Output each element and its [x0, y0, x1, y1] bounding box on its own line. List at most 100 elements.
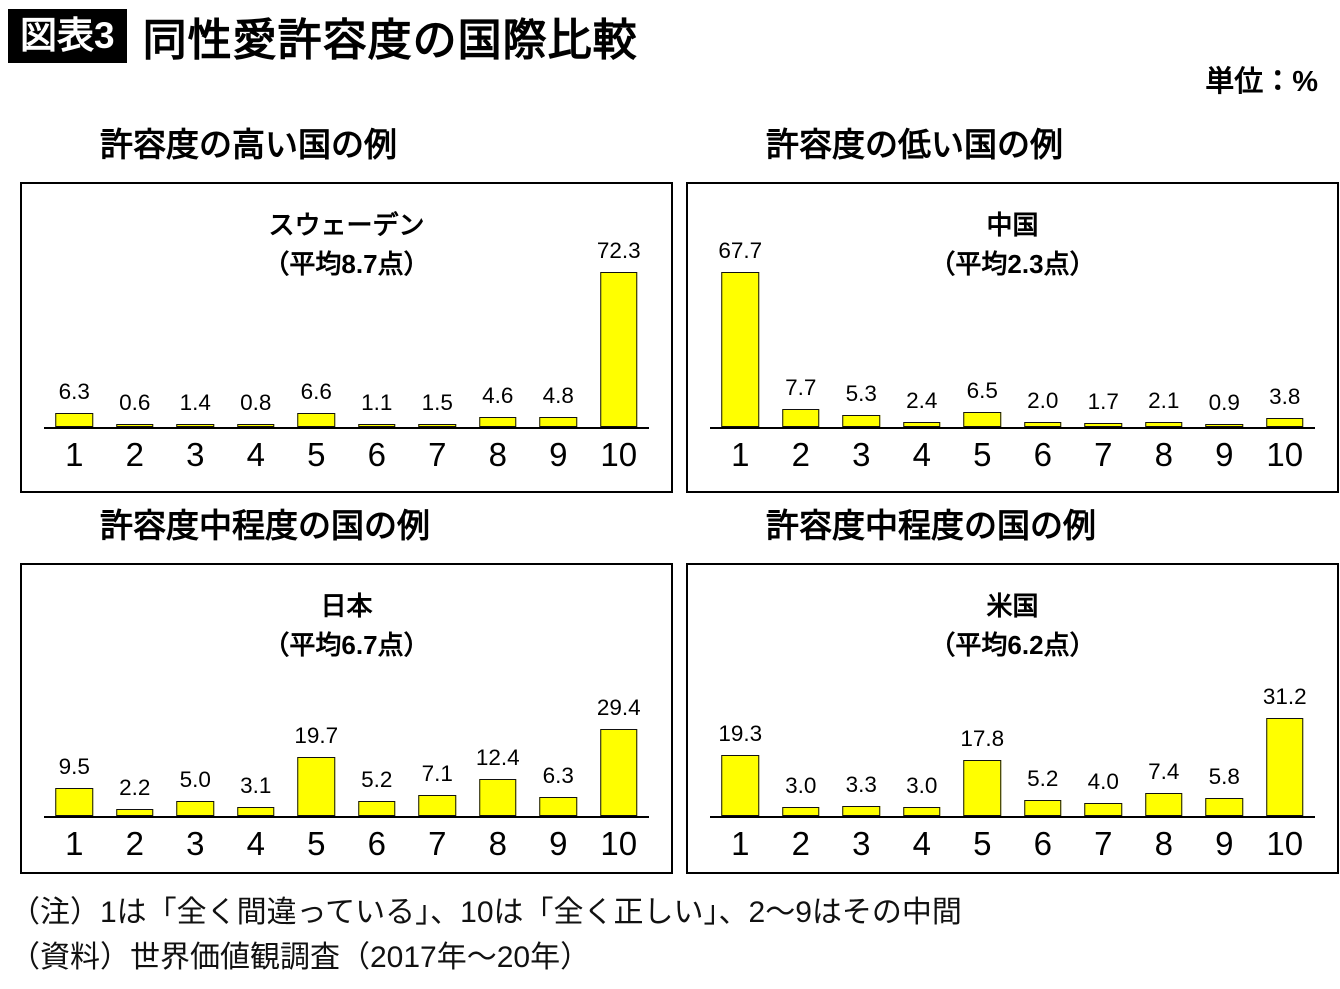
bar	[116, 809, 154, 816]
bar-slot: 17.8 5	[952, 714, 1013, 862]
bar	[358, 424, 396, 427]
x-tick-label: 1	[731, 825, 750, 862]
x-tick-label: 8	[1154, 436, 1173, 473]
bar-slot: 7.7 2	[771, 257, 832, 473]
bar-slot: 5.0 3	[165, 714, 226, 862]
bar-slot: 5.2 6	[1013, 714, 1074, 862]
bar-value-label: 19.7	[294, 723, 339, 749]
bar-value-label: 9.5	[58, 753, 90, 779]
bar-slot: 12.4 8	[468, 714, 529, 862]
bar	[600, 728, 638, 816]
bar-value-label: 1.5	[421, 389, 453, 415]
page-title: 同性愛許容度の国際比較	[142, 16, 638, 65]
chart-panel-usa: 米国 （平均6.2点） 19.3 1 3.0 2 3.3 3 3.0 4 17.8 5 5.2 6 4.…	[686, 563, 1339, 874]
x-tick-label: 8	[1154, 825, 1173, 862]
bar-plot-china: 67.7 1 7.7 2 5.3 3 2.4 4 6.5 5 2.0 6 1.7 7 2.1 8 0.9 9 3.8…	[710, 238, 1316, 473]
bar	[842, 414, 880, 427]
bar-value-label: 17.8	[960, 725, 1005, 751]
bar-value-label: 2.0	[1027, 388, 1059, 414]
x-tick-label: 6	[1033, 825, 1052, 862]
bar-slot: 5.2 6	[347, 714, 408, 862]
bar-value-label: 12.4	[475, 745, 520, 771]
chart-cell-sweden: 許容度の高い国の例 スウェーデン （平均8.7点） 6.3 1 0.6 2 1.4 3 0.…	[20, 124, 673, 493]
country-average: （平均8.7点）	[263, 249, 430, 279]
x-tick-label: 2	[125, 825, 144, 862]
bar	[176, 801, 214, 816]
bar-slot: 2.1 8	[1134, 257, 1195, 473]
bar	[1145, 422, 1183, 427]
x-tick-label: 1	[65, 825, 84, 862]
bar-slot: 4.0 7	[1073, 714, 1134, 862]
bar-slot: 5.8 9	[1194, 714, 1255, 862]
bar-value-label: 1.4	[179, 390, 211, 415]
bar-value-label: 6.6	[300, 378, 332, 404]
x-tick-label: 5	[973, 436, 992, 473]
bar-value-label: 31.2	[1262, 683, 1307, 709]
bar	[903, 421, 941, 427]
bar-value-label: 4.6	[482, 383, 514, 409]
bar-slot: 4.6 8	[468, 257, 529, 473]
bar	[1205, 797, 1243, 816]
x-tick-label: 4	[246, 436, 265, 473]
chart-title-usa: 米国 （平均6.2点）	[688, 587, 1337, 665]
bar	[418, 423, 456, 427]
bar-value-label: 3.1	[240, 772, 272, 798]
bar-value-label: 67.7	[718, 237, 763, 263]
chart-cell-usa: 許容度中程度の国の例 米国 （平均6.2点） 19.3 1 3.0 2 3.3 3 3.0 4…	[686, 505, 1339, 874]
bar-value-label: 3.8	[1269, 384, 1301, 410]
x-tick-label: 9	[1215, 825, 1234, 862]
x-tick-label: 3	[852, 825, 871, 862]
note-scale: （注）1は「全く間違っている」、10は「全く正しい」、2〜9はその中間	[10, 896, 962, 929]
bar-value-label: 19.3	[718, 721, 763, 747]
bar-slot: 7.1 7	[407, 714, 468, 862]
chart-title-sweden: スウェーデン （平均8.7点）	[22, 206, 671, 284]
x-tick-label: 4	[246, 825, 265, 862]
bar	[842, 805, 880, 816]
bar	[963, 759, 1001, 816]
bar-slot: 19.7 5	[286, 714, 347, 862]
bar-value-label: 2.4	[906, 387, 938, 413]
section-title-low-tolerance: 許容度の低い国の例	[766, 126, 1063, 163]
bar-value-label: 3.3	[845, 771, 877, 797]
country-average: （平均2.3点）	[929, 249, 1096, 279]
chart-cell-japan: 許容度中程度の国の例 日本 （平均6.7点） 9.5 1 2.2 2 5.0 3 3.1 4 1…	[20, 505, 673, 874]
bar	[782, 806, 820, 816]
bar	[1145, 792, 1183, 816]
x-tick-label: 10	[1266, 825, 1304, 862]
bar	[55, 787, 93, 816]
bar-value-label: 7.1	[421, 760, 453, 786]
bar	[479, 417, 517, 427]
bar	[55, 413, 93, 427]
x-tick-label: 5	[973, 825, 992, 862]
x-tick-label: 4	[912, 825, 931, 862]
bar-slot: 3.8 10	[1255, 257, 1316, 473]
bar-slot: 0.9 9	[1194, 257, 1255, 473]
bar-value-label: 72.3	[596, 237, 641, 263]
bar-plot-sweden: 6.3 1 0.6 2 1.4 3 0.8 4 6.6 5 1.1 6 1.5 7 4.6 8 4.8 9 72.3…	[44, 238, 649, 473]
chart-panel-japan: 日本 （平均6.7点） 9.5 1 2.2 2 5.0 3 3.1 4 19.7 5 5.2 6 7.1…	[20, 563, 673, 874]
x-tick-label: 10	[600, 436, 638, 473]
footnotes: （注）1は「全く間違っている」、10は「全く正しい」、2〜9はその中間 （資料）…	[0, 890, 1340, 980]
x-tick-label: 5	[307, 436, 326, 473]
x-tick-label: 3	[852, 436, 871, 473]
bar	[418, 794, 456, 816]
bar-value-label: 2.2	[119, 775, 151, 801]
bar-value-label: 7.4	[1148, 758, 1180, 784]
bar-value-label: 2.1	[1148, 388, 1180, 414]
bar	[1084, 423, 1122, 427]
x-tick-label: 9	[549, 825, 568, 862]
bar-slot: 0.6 2	[105, 257, 166, 473]
x-tick-label: 2	[791, 825, 810, 862]
bar	[1205, 424, 1243, 427]
x-tick-label: 7	[428, 436, 447, 473]
bar-value-label: 5.2	[361, 766, 393, 792]
country-average: （平均6.2点）	[929, 630, 1096, 660]
bar	[237, 806, 275, 816]
bar-value-label: 3.0	[906, 772, 938, 798]
bar-value-label: 7.7	[785, 375, 817, 401]
bar	[1024, 422, 1062, 427]
figure-number-tag: 図表3	[8, 9, 127, 63]
x-tick-label: 5	[307, 825, 326, 862]
section-title-mid-tolerance-right: 許容度中程度の国の例	[766, 507, 1096, 544]
